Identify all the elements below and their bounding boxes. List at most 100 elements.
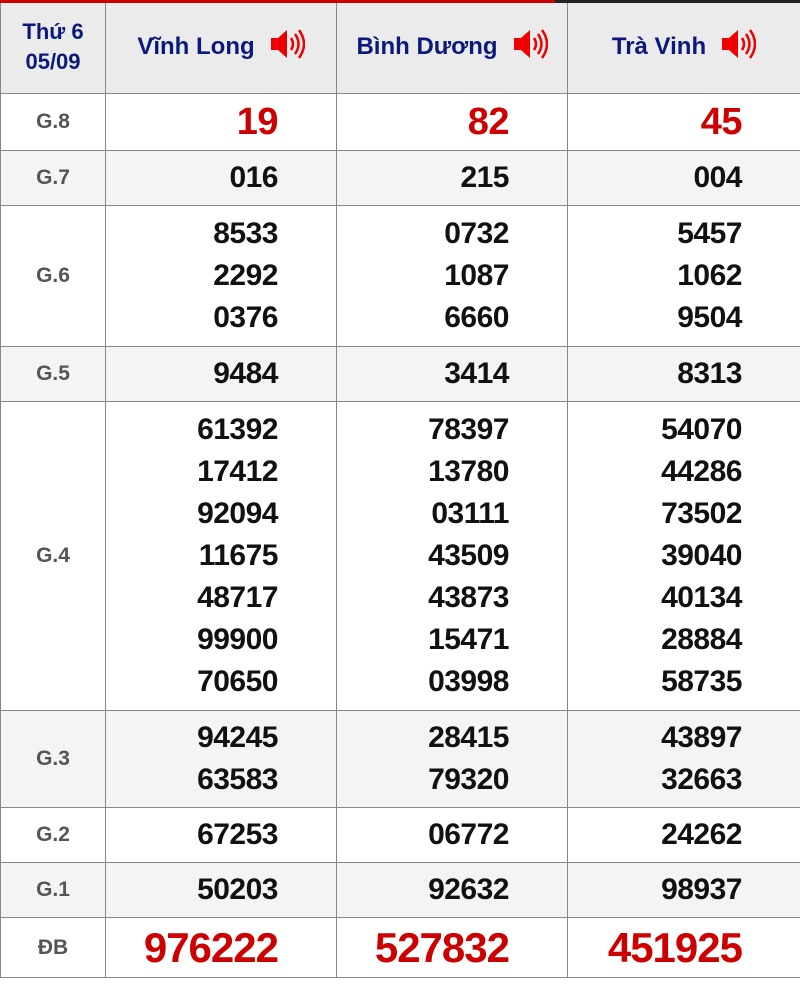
province-header: Bình Dương <box>336 0 568 94</box>
prize-number: 43897 <box>661 721 742 754</box>
prize-number: 54070 <box>661 413 742 446</box>
prize-number: 527832 <box>374 923 510 971</box>
prize-number: 17412 <box>197 455 278 488</box>
prize-row: G.1 50203 92632 98937 <box>0 862 800 918</box>
prize-number: 976222 <box>143 923 279 971</box>
prize-cell: 976222 <box>105 917 337 978</box>
prize-number: 8313 <box>677 357 742 390</box>
prize-number: 67253 <box>197 818 278 851</box>
prize-row: G.8 19 82 45 <box>0 93 800 151</box>
prize-cell: 19 <box>105 93 337 151</box>
speaker-icon[interactable] <box>512 27 548 68</box>
prize-number: 13780 <box>428 455 509 488</box>
prize-label: G.5 <box>0 346 106 402</box>
prize-number: 78397 <box>428 413 509 446</box>
prize-label: G.3 <box>0 710 106 808</box>
prize-number: 9484 <box>213 357 278 390</box>
prize-number: 215 <box>460 161 509 194</box>
prize-cell: 9484 <box>105 346 337 402</box>
prize-number: 2292 <box>213 259 278 292</box>
prize-cell: 06772 <box>336 807 568 863</box>
speaker-icon[interactable] <box>269 27 305 68</box>
prize-row: G.4 61392 17412 92094 11675 48717 99900 70650 78… <box>0 401 800 711</box>
prize-label: ĐB <box>0 917 106 978</box>
prize-cell: 50203 <box>105 862 337 918</box>
prize-number: 28415 <box>428 721 509 754</box>
prize-number: 28884 <box>661 623 742 656</box>
prize-number: 82 <box>467 101 510 143</box>
prize-number: 004 <box>693 161 742 194</box>
prize-label: G.6 <box>0 205 106 347</box>
prize-cell: 24262 <box>567 807 800 863</box>
prize-number: 19 <box>236 101 279 143</box>
prize-row: G.5 9484 3414 8313 <box>0 346 800 402</box>
prize-cell: 527832 <box>336 917 568 978</box>
prize-number: 06772 <box>428 818 509 851</box>
prize-number: 44286 <box>661 455 742 488</box>
prize-number: 50203 <box>197 873 278 906</box>
prize-number: 61392 <box>197 413 278 446</box>
prize-number: 24262 <box>661 818 742 851</box>
prize-row: G.2 67253 06772 24262 <box>0 807 800 863</box>
prize-number: 016 <box>229 161 278 194</box>
prize-cell: 94245 63583 <box>105 710 337 808</box>
prize-number: 03111 <box>431 497 509 530</box>
prize-label: G.2 <box>0 807 106 863</box>
prize-number: 39040 <box>661 539 742 572</box>
prize-cell: 67253 <box>105 807 337 863</box>
prize-number: 48717 <box>197 581 278 614</box>
prize-number: 8533 <box>213 217 278 250</box>
prize-cell: 43897 32663 <box>567 710 800 808</box>
prize-cell: 451925 <box>567 917 800 978</box>
speaker-icon[interactable] <box>720 27 757 68</box>
prize-number: 43509 <box>428 539 509 572</box>
prize-cell: 3414 <box>336 346 568 402</box>
prize-number: 5457 <box>677 217 742 250</box>
prize-number: 6660 <box>444 301 509 334</box>
prize-number: 9504 <box>677 301 742 334</box>
prize-cell: 8313 <box>567 346 800 402</box>
prize-cell: 54070 44286 73502 39040 40134 28884 58735 <box>567 401 800 711</box>
prize-cell: 8533 2292 0376 <box>105 205 337 347</box>
province-name: Trà Vinh <box>611 33 707 60</box>
province-header: Trà Vinh <box>567 0 800 94</box>
province-header: Vĩnh Long <box>105 0 337 94</box>
prize-number: 0376 <box>213 301 278 334</box>
prize-cell: 28415 79320 <box>336 710 568 808</box>
prize-row: G.3 94245 63583 28415 79320 43897 32663 <box>0 710 800 808</box>
prize-number: 73502 <box>661 497 742 530</box>
prize-number: 79320 <box>428 763 509 796</box>
prize-number: 03998 <box>428 665 509 698</box>
prize-cell: 45 <box>567 93 800 151</box>
prize-number: 92632 <box>428 873 509 906</box>
province-name: Vĩnh Long <box>137 33 255 60</box>
prize-number: 94245 <box>197 721 278 754</box>
prize-cell: 78397 13780 03111 43509 43873 15471 03998 <box>336 401 568 711</box>
prize-number: 40134 <box>661 581 742 614</box>
prize-label: G.8 <box>0 93 106 151</box>
province-name: Bình Dương <box>356 33 498 60</box>
day-label: Thứ 6 <box>22 19 84 44</box>
prize-number: 1062 <box>677 259 742 292</box>
prize-cell: 82 <box>336 93 568 151</box>
prize-number: 58735 <box>661 665 742 698</box>
prize-number: 43873 <box>428 581 509 614</box>
prize-cell: 92632 <box>336 862 568 918</box>
prize-number: 99900 <box>197 623 278 656</box>
prize-row: G.7 016 215 004 <box>0 150 800 206</box>
prize-number: 98937 <box>661 873 742 906</box>
prize-number: 15471 <box>428 623 509 656</box>
prize-cell: 98937 <box>567 862 800 918</box>
prize-number: 63583 <box>197 763 278 796</box>
prize-number: 3414 <box>444 357 509 390</box>
prize-number: 45 <box>700 101 743 143</box>
prize-label: G.1 <box>0 862 106 918</box>
prize-label: G.7 <box>0 150 106 206</box>
prize-cell: 5457 1062 9504 <box>567 205 800 347</box>
prize-number: 70650 <box>197 665 278 698</box>
prize-label: G.4 <box>0 401 106 711</box>
date-cell: Thứ 6 05/09 <box>0 0 106 94</box>
prize-number: 451925 <box>607 923 743 971</box>
prize-cell: 016 <box>105 150 337 206</box>
